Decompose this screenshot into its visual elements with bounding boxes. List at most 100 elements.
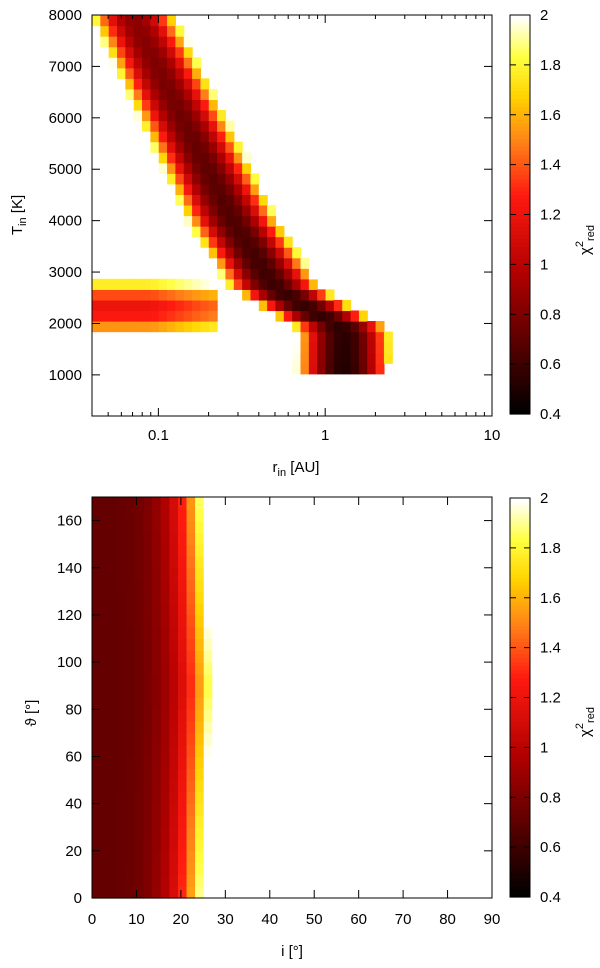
heatmap-cell <box>401 768 411 781</box>
heatmap-cell <box>203 532 213 545</box>
colorbar-swatch <box>510 733 530 738</box>
heatmap-cell <box>238 874 248 887</box>
heatmap-cell <box>292 247 302 259</box>
heatmap-cell <box>203 638 213 651</box>
heatmap-cell <box>186 638 196 651</box>
heatmap-cell <box>152 614 162 628</box>
heatmap-cell <box>272 497 282 510</box>
heatmap-cell <box>143 697 153 710</box>
heatmap-cell <box>233 173 243 185</box>
heatmap-cell <box>108 46 118 58</box>
heatmap-cell <box>272 803 282 817</box>
heatmap-cell <box>384 862 394 876</box>
heatmap-cell <box>255 650 265 663</box>
heatmap-cell <box>160 862 170 876</box>
heatmap-cell <box>444 839 454 852</box>
heatmap-cell <box>212 508 222 522</box>
heatmap-cell <box>109 744 119 758</box>
heatmap-cell <box>281 839 291 852</box>
colorbar-swatch <box>510 705 530 711</box>
heatmap-cell <box>289 567 299 581</box>
heatmap-cell <box>246 721 256 734</box>
heatmap-cell <box>324 874 334 887</box>
colorbar-swatch <box>510 617 530 623</box>
heatmap-cell <box>134 650 145 663</box>
heatmap-cell <box>233 194 243 206</box>
colorbar-swatch <box>510 657 530 663</box>
heatmap-cell <box>409 744 420 758</box>
heatmap-cell <box>375 508 385 522</box>
heatmap-cell <box>263 874 274 887</box>
heatmap-cell <box>150 299 160 312</box>
heatmap-cell <box>315 756 325 769</box>
heatmap-cell <box>246 650 256 663</box>
heatmap-cell <box>315 508 325 522</box>
heatmap-cell <box>375 768 385 781</box>
heatmap-cell <box>315 638 325 651</box>
heatmap-cell <box>100 15 110 27</box>
heatmap-cell <box>200 278 210 290</box>
heatmap-cell <box>152 862 162 876</box>
heatmap-cell <box>418 815 428 828</box>
heatmap-cell <box>212 815 222 828</box>
heatmap-cell <box>263 520 274 533</box>
heatmap-cell <box>435 614 445 628</box>
colorbar-swatch <box>510 38 530 44</box>
heatmap-cell <box>281 721 291 734</box>
heatmap-cell <box>220 685 231 699</box>
heatmap-cell <box>117 650 127 663</box>
heatmap-cell <box>418 732 428 746</box>
heatmap-cell <box>177 497 188 510</box>
heatmap-cell <box>126 673 136 687</box>
heatmap-cell <box>125 25 135 37</box>
heatmap-cell <box>100 862 110 876</box>
heatmap-cell <box>134 567 145 581</box>
heatmap-cell <box>435 555 445 569</box>
heatmap-cell <box>281 862 291 876</box>
heatmap-cell <box>444 497 454 510</box>
heatmap-cell <box>169 520 179 533</box>
heatmap-cell <box>317 299 327 312</box>
heatmap-cell <box>367 352 377 364</box>
heatmap-cell <box>229 850 239 864</box>
heatmap-cell <box>160 544 170 557</box>
colorbar-swatch <box>510 274 530 279</box>
heatmap-cell <box>401 791 411 805</box>
heatmap-cell <box>358 626 368 640</box>
heatmap-cell <box>292 278 302 290</box>
heatmap-cell <box>183 99 193 111</box>
heatmap-cell <box>108 321 118 333</box>
heatmap-cell <box>175 321 185 333</box>
heatmap-cell <box>306 862 316 876</box>
heatmap-cell <box>92 744 102 758</box>
colorbar-swatch <box>510 813 530 818</box>
heatmap-cell <box>175 120 185 132</box>
heatmap-cell <box>317 363 327 375</box>
heatmap-cell <box>358 744 368 758</box>
heatmap-cell <box>461 591 471 604</box>
colorbar-swatch <box>510 90 530 96</box>
heatmap-cell <box>92 299 101 312</box>
heatmap-cell <box>255 603 265 616</box>
colorbar-swatch <box>510 709 530 715</box>
heatmap-cell <box>258 268 268 280</box>
heatmap-cell <box>175 152 185 164</box>
heatmap-cell <box>427 544 437 557</box>
heatmap-cell <box>109 850 119 864</box>
heatmap-cell <box>324 697 334 710</box>
heatmap-cell <box>375 497 385 510</box>
heatmap-cell <box>175 183 185 195</box>
heatmap-cell <box>332 827 342 840</box>
heatmap-cell <box>238 721 248 734</box>
colorbar-swatch <box>510 338 530 343</box>
heatmap-cell <box>470 874 480 887</box>
heatmap-cell <box>435 508 445 522</box>
y-tick-label: 4000 <box>49 213 82 230</box>
heatmap-cell <box>332 886 342 899</box>
heatmap-cell <box>332 850 342 864</box>
heatmap-cell <box>143 803 153 817</box>
heatmap-cell <box>220 673 231 687</box>
heatmap-cell <box>208 215 218 227</box>
heatmap-cell <box>220 626 231 640</box>
heatmap-cell <box>125 57 135 69</box>
